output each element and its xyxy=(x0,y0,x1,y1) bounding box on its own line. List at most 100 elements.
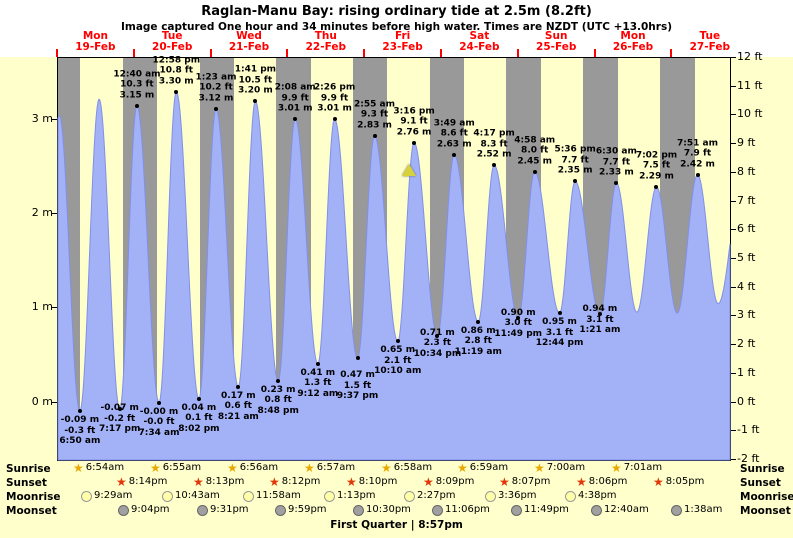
tide-extreme-dot xyxy=(573,179,578,184)
y-axis-label-feet: -1 ft xyxy=(737,423,760,437)
tide-label-line: 9.3 ft xyxy=(360,109,389,120)
sunrise-time: 6:55am xyxy=(162,462,202,473)
low-tide-label: 0.04 m 0.1 ft 8:02 pm xyxy=(178,403,219,435)
low-tide-label: 0.90 m 3.0 ft 11:49 pm xyxy=(494,308,542,340)
moonrise-time: 9:29am xyxy=(94,490,133,501)
low-tide-label: 0.41 m 1.3 ft 9:12 am xyxy=(297,368,338,400)
y-axis-tick xyxy=(731,229,736,230)
moonset-entry: 10:30pm xyxy=(353,504,411,516)
tide-extreme-dot xyxy=(395,339,400,344)
y-axis-tick xyxy=(731,344,736,345)
moonset-time: 10:30pm xyxy=(366,504,411,515)
sunset-time: 8:10pm xyxy=(358,476,398,487)
high-tide-label: 4:58 am 8.0 ft 2.45 m xyxy=(514,135,555,167)
y-axis-tick xyxy=(52,213,57,214)
sunset-icon: ★ xyxy=(499,475,510,489)
tide-extreme-dot xyxy=(77,409,82,414)
tide-label-line: 7.7 ft xyxy=(561,155,589,166)
sunrise-entry: ★ 7:01am xyxy=(611,462,662,474)
moonset-icon xyxy=(432,504,443,516)
y-axis-tick xyxy=(731,114,736,115)
tide-label-line: 7:17 pm xyxy=(99,424,141,435)
sunrise-entry: ★ 6:55am xyxy=(150,462,201,474)
tide-extreme-dot xyxy=(355,356,360,361)
tide-label-line: 2.35 m xyxy=(557,165,593,176)
high-tide-label: 3:49 am 8.6 ft 2.63 m xyxy=(434,118,475,150)
tide-label-line: 7:34 am xyxy=(138,427,180,438)
sunrise-icon: ★ xyxy=(227,461,238,475)
astro-row-label-left: Sunset xyxy=(6,477,47,489)
moonrise-entry: 3:36pm xyxy=(485,490,537,502)
moonrise-icon xyxy=(81,490,92,502)
low-tide-label: 0.71 m 2.3 ft 10:34 pm xyxy=(414,328,462,360)
tide-label-line: 0.71 m xyxy=(420,327,455,338)
sunrise-icon: ★ xyxy=(457,461,468,475)
sunset-time: 8:07pm xyxy=(511,476,551,487)
day-name: Tue xyxy=(161,30,183,42)
moonset-entry: 9:59pm xyxy=(275,504,327,516)
tide-label-line: 2.83 m xyxy=(357,120,392,131)
sunrise-entry: ★ 6:56am xyxy=(227,462,278,474)
low-tide-label: -0.09 m -0.3 ft 6:50 am xyxy=(59,415,100,447)
moonrise-entry: 2:27pm xyxy=(404,490,456,502)
sunrise-icon: ★ xyxy=(534,461,545,475)
sunset-time: 8:06pm xyxy=(588,476,628,487)
moonset-entry: 11:49pm xyxy=(511,504,569,516)
moonset-time: 11:49pm xyxy=(524,504,569,515)
tide-extreme-dot xyxy=(476,319,481,324)
y-axis-label-metres: 1 m xyxy=(31,300,53,314)
tide-label-line: 0.95 m xyxy=(542,317,577,328)
tide-label-line: 10.8 ft xyxy=(159,65,194,76)
page-title: Raglan-Manu Bay: rising ordinary tide at… xyxy=(201,4,592,19)
tide-extreme-dot xyxy=(516,315,521,320)
moon-phase-note: First Quarter | 8:57pm xyxy=(330,519,463,531)
day-label: Mon 19-Feb xyxy=(75,31,115,53)
tide-plot-area: 12:40 am 10.3 ft 3.15 m 12:58 pm 10.8 ft 3.30… xyxy=(57,55,731,461)
day-boundary-tick xyxy=(363,49,366,57)
low-tide-label: 0.23 m 0.8 ft 8:48 pm xyxy=(257,385,298,417)
moonrise-icon xyxy=(162,490,173,502)
sunrise-entry: ★ 6:57am xyxy=(304,462,355,474)
y-axis-tick xyxy=(731,402,736,403)
moonset-entry: 12:40am xyxy=(591,504,649,516)
day-date: 23-Feb xyxy=(382,41,423,53)
day-boundary-tick xyxy=(440,49,442,57)
tide-extreme-dot xyxy=(214,106,219,111)
astro-row-label-right: Sunset xyxy=(740,477,781,489)
astro-row-label-left: Moonset xyxy=(6,505,57,517)
tide-label-line: 10.5 ft xyxy=(238,75,273,86)
tide-label-line: 2.29 m xyxy=(639,171,674,182)
tide-extreme-dot xyxy=(293,117,298,121)
tide-label-line: 2.45 m xyxy=(517,156,553,167)
sunset-icon: ★ xyxy=(423,475,434,489)
y-axis-label-metres: 0 m xyxy=(31,394,53,408)
sunrise-time: 6:56am xyxy=(239,462,279,473)
y-axis-label-feet: 4 ft xyxy=(737,279,756,293)
tide-label-line: 8.6 ft xyxy=(440,128,468,139)
tide-label-line: 3.15 m xyxy=(119,90,155,101)
tide-label-line: 7.7 ft xyxy=(602,157,631,168)
tide-label-line: 5:36 pm xyxy=(554,144,596,155)
high-tide-label: 1:41 pm 10.5 ft 3.20 m xyxy=(235,65,276,97)
moonrise-icon xyxy=(243,490,254,502)
moonrise-icon xyxy=(324,490,335,502)
low-tide-label: -0.07 m -0.2 ft 7:17 pm xyxy=(99,403,140,435)
y-axis-label-feet: 6 ft xyxy=(737,222,756,236)
tide-label-line: 10:34 pm xyxy=(413,348,462,359)
day-boundary-tick xyxy=(516,49,519,57)
day-date: 21-Feb xyxy=(228,41,270,53)
tide-label-line: 2.76 m xyxy=(396,127,432,138)
tide-label-line: 12:58 pm xyxy=(152,55,201,66)
day-boundary-tick xyxy=(209,49,212,57)
tide-extreme-dot xyxy=(654,184,659,189)
tide-extreme-dot xyxy=(372,133,377,138)
day-date: 20-Feb xyxy=(152,41,193,53)
tide-label-line: 0.04 m xyxy=(181,402,217,413)
high-tide-label: 7:02 pm 7.5 ft 2.29 m xyxy=(636,150,677,182)
high-tide-label: 1:23 am 10.2 ft 3.12 m xyxy=(196,72,237,104)
moonset-time: 9:59pm xyxy=(288,504,327,515)
tide-label-line: 9.9 ft xyxy=(281,93,309,103)
moonset-icon xyxy=(118,504,129,516)
tide-label-line: 9.9 ft xyxy=(320,93,349,103)
